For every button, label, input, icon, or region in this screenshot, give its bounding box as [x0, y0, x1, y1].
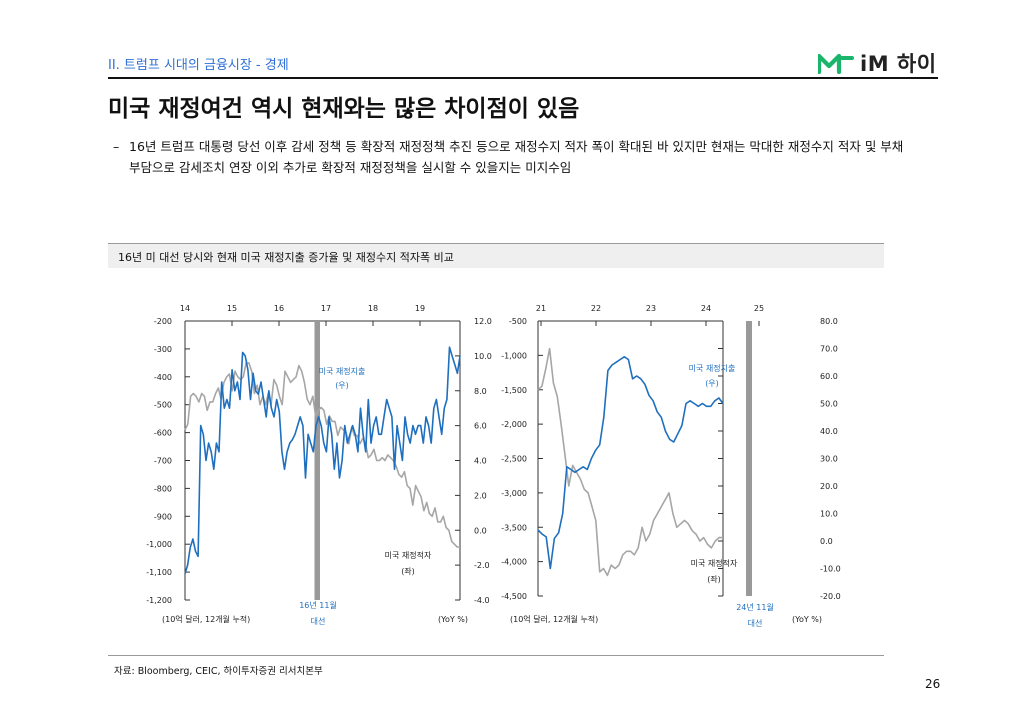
header-rule [108, 77, 938, 79]
spending-label: 미국 재정지출 [319, 366, 366, 376]
right-tick-label: 8.0 [474, 387, 487, 396]
left-tick-label: -400 [154, 373, 172, 382]
bullet-text: 16년 트럼프 대통령 당선 이후 감세 정책 등 확장적 재정정책 추진 등으… [129, 139, 904, 175]
page-title: 미국 재정여건 역시 현재와는 많은 차이점이 있음 [108, 96, 580, 122]
x-tick-label: 16 [274, 304, 284, 313]
x-tick-label: 15 [227, 304, 237, 313]
election-label: 24년 11월 [736, 602, 774, 612]
right-tick-label: -4.0 [474, 596, 490, 605]
x-tick-label: 14 [180, 304, 190, 313]
election-label-sub: 대선 [311, 617, 326, 626]
left-tick-label: -1,500 [501, 386, 527, 395]
election-band [746, 321, 752, 596]
deficit-label-axis: (좌) [707, 575, 721, 584]
chart-panel-2: -500 -1,000 -1,500 -2,000 -2,500 -3,000 -3,500… [501, 304, 841, 628]
x-tick-label: 22 [591, 304, 601, 313]
left-tick-label: -300 [154, 345, 172, 354]
deficit-series-line [184, 362, 460, 548]
left-tick-label: -2,000 [501, 420, 527, 429]
left-axis-unit: (10억 달러, 12개월 누적) [510, 614, 598, 624]
bullet-point: – 16년 트럼프 대통령 당선 이후 감세 정책 등 확장적 재정정책 추진 … [113, 136, 913, 178]
left-tick-label: -3,500 [501, 523, 527, 532]
right-axis-unit: (YoY %) [438, 615, 468, 624]
right-tick-label: 30.0 [820, 455, 838, 464]
spending-label-axis: (우) [335, 381, 349, 390]
x-tick-label: 17 [321, 304, 331, 313]
left-tick-label: -1,000 [501, 351, 527, 360]
right-tick-label: 0.0 [820, 537, 833, 546]
deficit-label: 미국 재정적자 [385, 550, 432, 560]
right-tick-label: 70.0 [820, 345, 838, 354]
brand-logo: iM 하이 [818, 48, 937, 78]
x-tick-label: 23 [646, 304, 656, 313]
right-tick-label: -10.0 [820, 565, 841, 574]
left-tick-label: -600 [154, 429, 172, 438]
right-tick-label: -2.0 [474, 561, 490, 570]
left-tick-label: -4,500 [501, 592, 527, 601]
source-note: 자료: Bloomberg, CEIC, 하이투자증권 리서치본부 [114, 666, 323, 677]
x-tick-label: 25 [754, 304, 764, 313]
chart-panel-1: -200 -300 -400 -500 -600 -700 -800 -900 -1,000 -1… [146, 304, 492, 626]
logo-mark-icon [818, 53, 854, 74]
right-tick-label: 6.0 [474, 422, 487, 431]
left-tick-label: -4,000 [501, 558, 527, 567]
election-label: 16년 11월 [299, 600, 337, 610]
left-tick-label: -1,100 [146, 568, 172, 577]
election-band [314, 321, 320, 600]
right-tick-label: 20.0 [820, 482, 838, 491]
election-label-sub: 대선 [748, 619, 763, 628]
right-tick-label: 10.0 [820, 510, 838, 519]
left-tick-label: -800 [154, 484, 172, 493]
deficit-series-line [537, 347, 723, 577]
x-tick-label: 21 [536, 304, 546, 313]
spending-label: 미국 재정지출 [689, 363, 736, 373]
deficit-label: 미국 재정적자 [691, 558, 738, 568]
right-tick-label: 50.0 [820, 400, 838, 409]
deficit-label-axis: (좌) [401, 567, 415, 576]
page-number: 26 [925, 677, 941, 691]
right-tick-label: 10.0 [474, 352, 492, 361]
spending-label-axis: (우) [705, 379, 719, 388]
right-tick-label: 80.0 [820, 317, 838, 326]
left-tick-label: -700 [154, 457, 172, 466]
chart-title: 16년 미 대선 당시와 현재 미국 재정지출 증가율 및 재정수지 적자폭 비… [118, 251, 454, 264]
right-axis-unit: (YoY %) [792, 615, 822, 624]
left-tick-label: -1,200 [146, 596, 172, 605]
spending-series-line [184, 346, 461, 575]
right-tick-label: 60.0 [820, 372, 838, 381]
left-tick-label: -1,000 [146, 540, 172, 549]
right-tick-label: 2.0 [474, 491, 487, 500]
logo-text: iM 하이 [860, 52, 937, 76]
left-tick-label: -900 [154, 512, 172, 521]
spending-series-line [537, 355, 724, 570]
section-breadcrumb: II. 트럼프 시대의 금융시장 - 경제 [108, 58, 289, 73]
x-tick-label: 18 [368, 304, 378, 313]
left-tick-label: -2,500 [501, 455, 527, 464]
bullet-dash: – [113, 139, 120, 154]
left-axis-unit: (10억 달러, 12개월 누적) [162, 614, 250, 624]
footer-rule [108, 655, 884, 656]
right-tick-label: -20.0 [820, 592, 841, 601]
left-tick-label: -3,000 [501, 489, 527, 498]
left-tick-label: -500 [154, 401, 172, 410]
x-tick-label: 19 [415, 304, 425, 313]
x-tick-label: 24 [701, 304, 711, 313]
right-tick-label: 4.0 [474, 457, 487, 466]
right-tick-label: 12.0 [474, 317, 492, 326]
left-tick-label: -200 [154, 317, 172, 326]
right-tick-label: 0.0 [474, 526, 487, 535]
right-tick-label: 40.0 [820, 427, 838, 436]
chart-title-bar: 16년 미 대선 당시와 현재 미국 재정지출 증가율 및 재정수지 적자폭 비… [108, 243, 884, 268]
left-tick-label: -500 [509, 317, 527, 326]
